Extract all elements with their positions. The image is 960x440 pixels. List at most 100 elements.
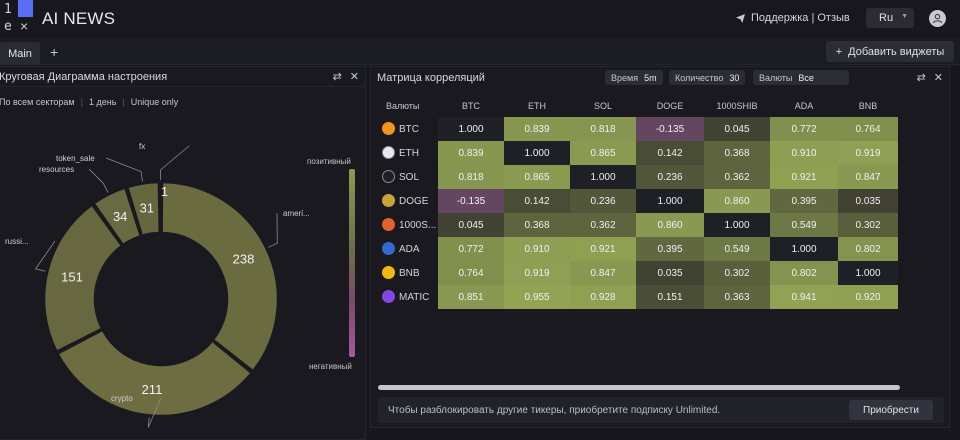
time-filter[interactable]: Время 5m bbox=[605, 70, 663, 85]
correlation-cell[interactable]: 0.865 bbox=[504, 165, 570, 189]
correlation-cell[interactable]: 1.000 bbox=[770, 237, 838, 261]
count-filter-value: 30 bbox=[729, 72, 740, 83]
correlation-cell[interactable]: 0.045 bbox=[704, 117, 770, 141]
add-widgets-button[interactable]: + Добавить виджеты bbox=[826, 41, 954, 62]
correlation-cell[interactable]: 1.000 bbox=[636, 189, 704, 213]
correlation-cell[interactable]: 0.921 bbox=[770, 165, 838, 189]
correlation-cell[interactable]: 0.151 bbox=[636, 285, 704, 309]
slice-label: resources bbox=[39, 165, 74, 174]
filter-unique[interactable]: Unique only bbox=[130, 97, 179, 107]
donut-slice[interactable] bbox=[158, 180, 163, 235]
correlation-cell[interactable]: 0.236 bbox=[636, 165, 704, 189]
matrix-row: 1000S... 0.045 0.368 0.362 0.860 1.000 0.549 0.… bbox=[380, 213, 898, 237]
close-icon[interactable]: × bbox=[20, 18, 29, 34]
correlation-cell[interactable]: 0.802 bbox=[838, 237, 898, 261]
correlation-cell[interactable]: 1.000 bbox=[504, 141, 570, 165]
correlation-cell[interactable]: 0.920 bbox=[838, 285, 898, 309]
correlation-cell[interactable]: 0.142 bbox=[636, 141, 704, 165]
count-filter[interactable]: Количество 30 bbox=[669, 70, 746, 85]
correlation-cell[interactable]: 0.919 bbox=[838, 141, 898, 165]
correlation-cell[interactable]: 0.549 bbox=[770, 213, 838, 237]
correlation-cell[interactable]: 1.000 bbox=[838, 261, 898, 285]
correlation-cell[interactable]: 0.302 bbox=[838, 213, 898, 237]
correlation-cell[interactable]: -0.135 bbox=[636, 117, 704, 141]
correlation-cell[interactable]: -0.135 bbox=[438, 189, 504, 213]
correlation-cell[interactable]: 0.362 bbox=[704, 165, 770, 189]
correlation-cell[interactable]: 0.865 bbox=[570, 141, 636, 165]
correlation-cell[interactable]: 0.955 bbox=[504, 285, 570, 309]
widget-title: Круговая Диаграмма настроения bbox=[0, 71, 168, 83]
settings-icon[interactable]: ⇄ bbox=[332, 71, 342, 83]
filter-period[interactable]: 1 день bbox=[88, 97, 117, 107]
tab-main[interactable]: Main bbox=[0, 42, 40, 65]
correlation-matrix: Валюты BTC ETH SOL DOGE 1000SHIB ADA BNB BTC 1.… bbox=[380, 95, 898, 309]
correlation-cell[interactable]: 1.000 bbox=[570, 165, 636, 189]
correlation-cell[interactable]: 0.910 bbox=[770, 141, 838, 165]
filter-sector[interactable]: По всем секторам bbox=[0, 97, 75, 107]
donut-slice[interactable] bbox=[160, 180, 280, 374]
correlation-cell[interactable]: 0.368 bbox=[504, 213, 570, 237]
correlation-cell[interactable]: 0.928 bbox=[570, 285, 636, 309]
support-link[interactable]: Поддержка | Отзыв bbox=[736, 12, 850, 24]
legend-positive-label: позитивный bbox=[307, 157, 351, 166]
correlation-cell[interactable]: 0.921 bbox=[570, 237, 636, 261]
row-label: BTC bbox=[380, 117, 438, 141]
language-select[interactable]: Ru ▼ bbox=[866, 8, 914, 28]
correlation-cell[interactable]: 0.802 bbox=[770, 261, 838, 285]
correlation-cell[interactable]: 0.860 bbox=[636, 213, 704, 237]
correlation-cell[interactable]: 0.847 bbox=[838, 165, 898, 189]
donut-slice[interactable] bbox=[42, 202, 124, 354]
correlation-cell[interactable]: 0.839 bbox=[504, 117, 570, 141]
sentiment-widget: Круговая Диаграмма настроения ⇄ ✕ По все… bbox=[0, 66, 366, 440]
language-value: Ru bbox=[879, 12, 894, 24]
slice-value: 31 bbox=[140, 201, 154, 216]
correlation-cell[interactable]: 0.772 bbox=[438, 237, 504, 261]
correlation-cell[interactable]: 0.847 bbox=[570, 261, 636, 285]
correlation-cell[interactable]: 0.818 bbox=[438, 165, 504, 189]
slice-label: token_sale bbox=[56, 154, 95, 163]
close-icon[interactable]: ✕ bbox=[933, 72, 943, 84]
correlation-cell[interactable]: 0.919 bbox=[504, 261, 570, 285]
row-label: SOL bbox=[380, 165, 438, 189]
correlation-cell[interactable]: 0.941 bbox=[770, 285, 838, 309]
top-bar: 1 e × AI NEWS Поддержка | Отзыв Ru ▼ bbox=[0, 0, 960, 38]
correlation-cell[interactable]: 0.764 bbox=[438, 261, 504, 285]
correlation-cell[interactable]: 0.362 bbox=[570, 213, 636, 237]
user-avatar[interactable] bbox=[929, 10, 946, 27]
correlation-cell[interactable]: 0.236 bbox=[570, 189, 636, 213]
correlation-cell[interactable]: 0.142 bbox=[504, 189, 570, 213]
correlation-cell[interactable]: 0.851 bbox=[438, 285, 504, 309]
correlation-cell[interactable]: 0.035 bbox=[838, 189, 898, 213]
correlation-cell[interactable]: 0.302 bbox=[704, 261, 770, 285]
correlation-cell[interactable]: 0.395 bbox=[770, 189, 838, 213]
add-tab-button[interactable]: + bbox=[50, 44, 59, 60]
matrix-row: BNB 0.764 0.919 0.847 0.035 0.302 0.802 1.000 bbox=[380, 261, 898, 285]
filter-separator: | bbox=[80, 97, 83, 107]
correlation-cell[interactable]: 0.860 bbox=[704, 189, 770, 213]
app-logo[interactable]: 1 e × bbox=[0, 0, 36, 36]
donut-slice[interactable] bbox=[55, 328, 254, 418]
correlation-cell[interactable]: 0.839 bbox=[438, 141, 504, 165]
correlation-cell[interactable]: 0.910 bbox=[504, 237, 570, 261]
correlation-cell[interactable]: 0.549 bbox=[704, 237, 770, 261]
column-header: BNB bbox=[858, 101, 878, 111]
app-title: AI NEWS bbox=[42, 9, 116, 28]
coin-name: ETH bbox=[399, 147, 419, 159]
correlation-cell[interactable]: 0.395 bbox=[636, 237, 704, 261]
correlation-cell[interactable]: 1.000 bbox=[704, 213, 770, 237]
correlation-cell[interactable]: 1.000 bbox=[438, 117, 504, 141]
close-icon[interactable]: ✕ bbox=[349, 71, 359, 83]
correlation-cell[interactable]: 0.045 bbox=[438, 213, 504, 237]
correlation-cell[interactable]: 0.363 bbox=[704, 285, 770, 309]
slice-leader-line bbox=[159, 145, 190, 181]
correlation-cell[interactable]: 0.368 bbox=[704, 141, 770, 165]
correlation-cell[interactable]: 0.035 bbox=[636, 261, 704, 285]
buy-button[interactable]: Приобрести bbox=[849, 400, 933, 420]
currency-filter[interactable]: Валюты Все bbox=[753, 70, 849, 85]
slice-label: crypto bbox=[111, 394, 133, 403]
correlation-cell[interactable]: 0.764 bbox=[838, 117, 898, 141]
horizontal-scrollbar[interactable] bbox=[378, 385, 900, 390]
correlation-cell[interactable]: 0.772 bbox=[770, 117, 838, 141]
correlation-cell[interactable]: 0.818 bbox=[570, 117, 636, 141]
settings-icon[interactable]: ⇄ bbox=[916, 72, 926, 84]
